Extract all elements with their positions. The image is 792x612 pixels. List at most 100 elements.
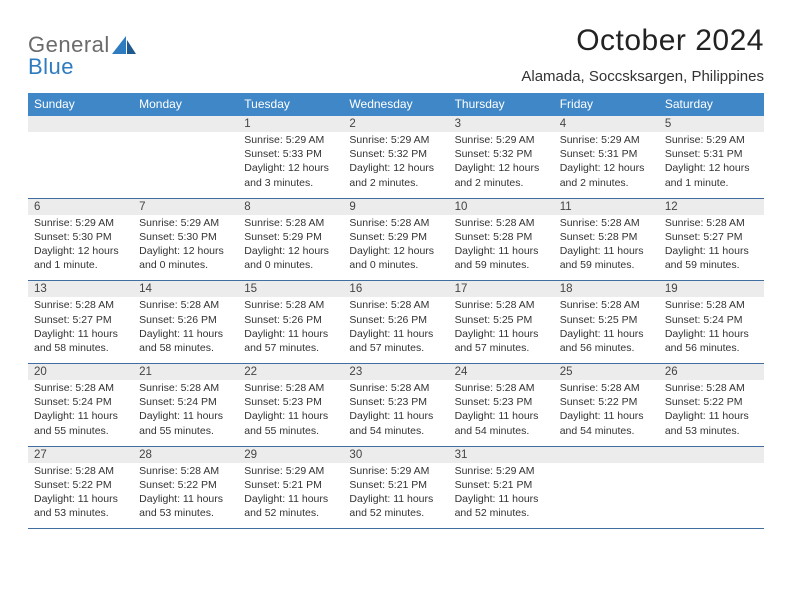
day-header: Wednesday [343,93,448,116]
sunrise-text: Sunrise: 5:28 AM [665,381,758,395]
sunset-text: Sunset: 5:26 PM [349,313,442,327]
sunset-text: Sunset: 5:22 PM [34,478,127,492]
sunrise-text: Sunrise: 5:29 AM [244,464,337,478]
daylight-text: Daylight: 12 hours and 3 minutes. [244,161,337,189]
day-info: Sunrise: 5:28 AMSunset: 5:23 PMDaylight:… [242,380,339,440]
sunset-text: Sunset: 5:28 PM [455,230,548,244]
day-cell: Sunrise: 5:28 AMSunset: 5:24 PMDaylight:… [659,297,764,363]
sunrise-text: Sunrise: 5:28 AM [34,298,127,312]
daylight-text: Daylight: 11 hours and 52 minutes. [349,492,442,520]
sunrise-text: Sunrise: 5:28 AM [455,298,548,312]
day-number-row: 12345 [28,116,764,132]
day-number: 12 [659,198,764,215]
day-info: Sunrise: 5:28 AMSunset: 5:22 PMDaylight:… [663,380,760,440]
sunset-text: Sunset: 5:22 PM [139,478,232,492]
sunset-text: Sunset: 5:22 PM [665,395,758,409]
day-info: Sunrise: 5:28 AMSunset: 5:27 PMDaylight:… [32,297,129,357]
day-number: 11 [554,198,659,215]
daylight-text: Daylight: 11 hours and 52 minutes. [244,492,337,520]
day-info: Sunrise: 5:28 AMSunset: 5:28 PMDaylight:… [558,215,655,275]
day-number: 20 [28,364,133,381]
day-number: 28 [133,446,238,463]
logo-blue: Blue [28,54,110,80]
sunrise-text: Sunrise: 5:28 AM [455,216,548,230]
day-cell [554,463,659,529]
sunset-text: Sunset: 5:24 PM [139,395,232,409]
daylight-text: Daylight: 11 hours and 54 minutes. [455,409,548,437]
daylight-text: Daylight: 11 hours and 53 minutes. [665,409,758,437]
daylight-text: Daylight: 11 hours and 54 minutes. [349,409,442,437]
day-cell: Sunrise: 5:28 AMSunset: 5:25 PMDaylight:… [554,297,659,363]
day-number: 9 [343,198,448,215]
day-info: Sunrise: 5:29 AMSunset: 5:30 PMDaylight:… [137,215,234,275]
sunrise-text: Sunrise: 5:28 AM [349,298,442,312]
day-number: 13 [28,281,133,298]
day-info: Sunrise: 5:29 AMSunset: 5:32 PMDaylight:… [453,132,550,192]
daylight-text: Daylight: 11 hours and 54 minutes. [560,409,653,437]
day-number-row: 20212223242526 [28,364,764,381]
sunset-text: Sunset: 5:30 PM [34,230,127,244]
sunrise-text: Sunrise: 5:28 AM [349,381,442,395]
day-info: Sunrise: 5:28 AMSunset: 5:22 PMDaylight:… [32,463,129,523]
day-info: Sunrise: 5:28 AMSunset: 5:22 PMDaylight:… [558,380,655,440]
sunset-text: Sunset: 5:21 PM [455,478,548,492]
sunset-text: Sunset: 5:21 PM [349,478,442,492]
day-number: 1 [238,116,343,132]
day-cell: Sunrise: 5:28 AMSunset: 5:27 PMDaylight:… [659,215,764,281]
day-info: Sunrise: 5:28 AMSunset: 5:29 PMDaylight:… [242,215,339,275]
day-cell: Sunrise: 5:29 AMSunset: 5:31 PMDaylight:… [659,132,764,198]
day-header: Thursday [449,93,554,116]
day-info: Sunrise: 5:28 AMSunset: 5:26 PMDaylight:… [347,297,444,357]
sunrise-text: Sunrise: 5:29 AM [139,216,232,230]
day-number [133,116,238,132]
sunrise-text: Sunrise: 5:28 AM [244,216,337,230]
sunset-text: Sunset: 5:24 PM [665,313,758,327]
day-info: Sunrise: 5:28 AMSunset: 5:24 PMDaylight:… [32,380,129,440]
sunrise-text: Sunrise: 5:29 AM [455,133,548,147]
day-cell: Sunrise: 5:28 AMSunset: 5:24 PMDaylight:… [133,380,238,446]
sunset-text: Sunset: 5:21 PM [244,478,337,492]
sunrise-text: Sunrise: 5:28 AM [560,381,653,395]
sunset-text: Sunset: 5:27 PM [665,230,758,244]
day-cell: Sunrise: 5:28 AMSunset: 5:26 PMDaylight:… [343,297,448,363]
sunrise-text: Sunrise: 5:28 AM [244,381,337,395]
day-cell: Sunrise: 5:28 AMSunset: 5:24 PMDaylight:… [28,380,133,446]
sunset-text: Sunset: 5:32 PM [455,147,548,161]
day-info-row: Sunrise: 5:29 AMSunset: 5:33 PMDaylight:… [28,132,764,198]
sunrise-text: Sunrise: 5:28 AM [665,216,758,230]
day-cell: Sunrise: 5:28 AMSunset: 5:28 PMDaylight:… [449,215,554,281]
daylight-text: Daylight: 11 hours and 57 minutes. [455,327,548,355]
sunrise-text: Sunrise: 5:28 AM [349,216,442,230]
day-info: Sunrise: 5:28 AMSunset: 5:24 PMDaylight:… [137,380,234,440]
header: General Blue October 2024 Alamada, Soccs… [28,24,764,85]
day-cell: Sunrise: 5:29 AMSunset: 5:32 PMDaylight:… [343,132,448,198]
sunrise-text: Sunrise: 5:28 AM [244,298,337,312]
daylight-text: Daylight: 11 hours and 56 minutes. [560,327,653,355]
day-number-row: 6789101112 [28,198,764,215]
day-cell [133,132,238,198]
sunset-text: Sunset: 5:29 PM [349,230,442,244]
sunrise-text: Sunrise: 5:28 AM [139,298,232,312]
sunrise-text: Sunrise: 5:29 AM [349,464,442,478]
day-number-row: 13141516171819 [28,281,764,298]
day-number [28,116,133,132]
calendar-table: SundayMondayTuesdayWednesdayThursdayFrid… [28,93,764,529]
day-cell: Sunrise: 5:29 AMSunset: 5:30 PMDaylight:… [28,215,133,281]
daylight-text: Daylight: 11 hours and 52 minutes. [455,492,548,520]
sunset-text: Sunset: 5:32 PM [349,147,442,161]
day-cell: Sunrise: 5:28 AMSunset: 5:25 PMDaylight:… [449,297,554,363]
sunrise-text: Sunrise: 5:29 AM [244,133,337,147]
day-info: Sunrise: 5:29 AMSunset: 5:21 PMDaylight:… [347,463,444,523]
day-header-row: SundayMondayTuesdayWednesdayThursdayFrid… [28,93,764,116]
sunrise-text: Sunrise: 5:29 AM [665,133,758,147]
day-number: 30 [343,446,448,463]
day-header: Saturday [659,93,764,116]
daylight-text: Daylight: 11 hours and 53 minutes. [139,492,232,520]
daylight-text: Daylight: 11 hours and 58 minutes. [139,327,232,355]
daylight-text: Daylight: 11 hours and 55 minutes. [244,409,337,437]
daylight-text: Daylight: 12 hours and 0 minutes. [244,244,337,272]
sunrise-text: Sunrise: 5:28 AM [34,464,127,478]
day-number: 2 [343,116,448,132]
sunset-text: Sunset: 5:22 PM [560,395,653,409]
sunset-text: Sunset: 5:23 PM [349,395,442,409]
